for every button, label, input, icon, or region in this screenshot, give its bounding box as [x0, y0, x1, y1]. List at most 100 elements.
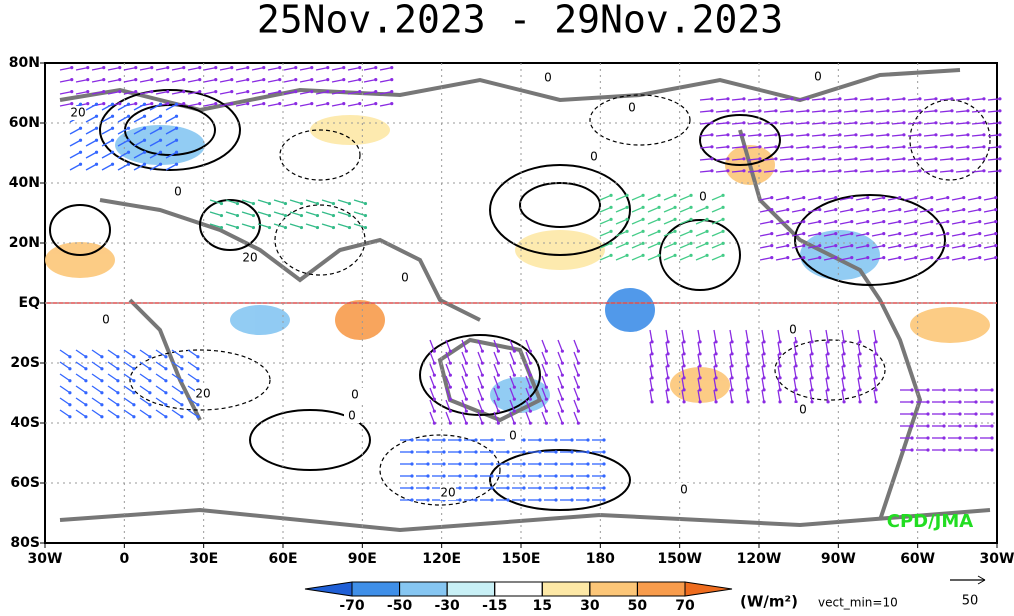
wind-arrow — [91, 78, 104, 83]
contour-label-bg — [70, 106, 86, 120]
wind-arrow — [809, 365, 813, 378]
wind-arrow-head — [874, 364, 878, 368]
lat-label: 80S — [10, 535, 40, 551]
wind-arrow — [887, 220, 900, 225]
wind-arrow — [907, 134, 921, 137]
wind-arrow-head — [934, 169, 938, 173]
wind-arrow — [841, 353, 845, 366]
wind-arrow-head — [721, 217, 725, 221]
wind-arrow — [747, 146, 761, 149]
wind-arrow-head — [474, 450, 478, 454]
wind-arrow-head — [794, 340, 798, 344]
wind-arrow-head — [267, 201, 272, 206]
wind-arrow — [859, 122, 873, 125]
wind-arrow — [219, 78, 232, 83]
wind-arrow-head — [726, 97, 730, 101]
wind-arrow — [839, 244, 852, 249]
wind-arrow-head — [870, 145, 874, 149]
colorbar-segment — [494, 581, 543, 597]
wind-arrow — [777, 365, 781, 378]
wind-arrow-head — [158, 114, 163, 118]
wind-arrow-head — [918, 157, 922, 161]
wind-arrow — [203, 102, 216, 107]
wind-arrow-head — [570, 474, 574, 478]
wind-arrow — [807, 244, 820, 249]
wind-arrow — [811, 170, 825, 173]
wind-arrow-head — [251, 201, 256, 206]
wind-arrow — [809, 329, 813, 342]
wind-arrow-head — [822, 97, 826, 101]
wind-arrow — [557, 339, 563, 352]
wind-arrow — [935, 256, 948, 261]
wind-arrow-head — [100, 367, 104, 371]
wind-arrow — [599, 242, 612, 249]
wind-arrow-head — [790, 97, 794, 101]
wind-arrow — [647, 242, 660, 249]
wind-arrow — [711, 230, 724, 237]
wind-arrow-head — [560, 421, 564, 425]
wind-arrow — [429, 387, 435, 400]
wind-arrow-head — [705, 217, 709, 221]
wind-arrow-head — [426, 474, 430, 478]
wind-arrow — [807, 232, 820, 237]
wind-arrow — [665, 365, 669, 378]
wind-arrow — [107, 409, 119, 418]
wind-arrow-head — [818, 220, 822, 224]
map-plot: 20 0 0 0 0 20 0 0 0 0 0 20 0 0 0 20 0 0 CPD/JMA — [44, 62, 1002, 544]
wind-arrow-head — [990, 448, 994, 452]
wind-arrow-head — [570, 498, 574, 502]
wind-arrow-head — [448, 373, 452, 377]
wind-arrow-head — [705, 241, 709, 245]
wind-arrow-head — [682, 364, 686, 368]
wind-arrow — [75, 361, 87, 370]
wind-arrow — [117, 151, 129, 159]
wind-arrow — [165, 127, 177, 135]
wind-arrow-head — [164, 415, 168, 419]
wind-arrow-head — [214, 78, 218, 82]
wind-arrow-head — [310, 90, 314, 94]
wind-arrow-head — [410, 450, 414, 454]
wind-arrow-head — [721, 205, 725, 209]
wind-arrow — [171, 66, 184, 71]
wind-arrow — [987, 110, 1001, 113]
wind-arrow — [267, 90, 280, 95]
wind-arrow-head — [806, 121, 810, 125]
wind-arrow-head — [132, 379, 136, 383]
wind-arrow-head — [930, 244, 934, 248]
wind-arrow-head — [962, 232, 966, 236]
wind-arrow-head — [554, 486, 558, 490]
wind-arrow — [825, 365, 829, 378]
wind-arrow-head — [586, 438, 590, 442]
wind-arrow-head — [625, 205, 629, 209]
wind-arrow-head — [650, 376, 654, 380]
contour-label: 0 — [401, 271, 409, 285]
wind-arrow-head — [342, 102, 346, 106]
wind-arrow-head — [818, 244, 822, 248]
lon-label: 120W — [737, 551, 782, 567]
wind-arrow-head — [710, 169, 714, 173]
wind-arrow — [841, 377, 845, 390]
wind-arrow-head — [918, 121, 922, 125]
wind-arrow-head — [778, 388, 782, 392]
wind-arrow — [825, 329, 829, 342]
wind-arrow-head — [522, 486, 526, 490]
wind-arrow-head — [682, 352, 686, 356]
wind-arrow-head — [480, 409, 484, 413]
wind-arrow — [363, 66, 376, 71]
wind-arrow-head — [673, 193, 677, 197]
lon-label: 150W — [657, 551, 702, 567]
wind-arrow-head — [118, 90, 122, 94]
wind-arrow — [557, 351, 563, 364]
wind-arrow-head — [742, 121, 746, 125]
wind-arrow-head — [560, 349, 564, 353]
wind-arrow-head — [962, 208, 966, 212]
wind-arrow-head — [390, 78, 394, 82]
wind-arrow-head — [994, 196, 998, 200]
wind-arrow — [139, 78, 152, 83]
wind-arrow — [461, 375, 467, 388]
wind-arrow-head — [132, 367, 136, 371]
wind-arrow — [697, 365, 701, 378]
wind-arrow — [557, 375, 563, 388]
wind-arrow-head — [770, 208, 774, 212]
